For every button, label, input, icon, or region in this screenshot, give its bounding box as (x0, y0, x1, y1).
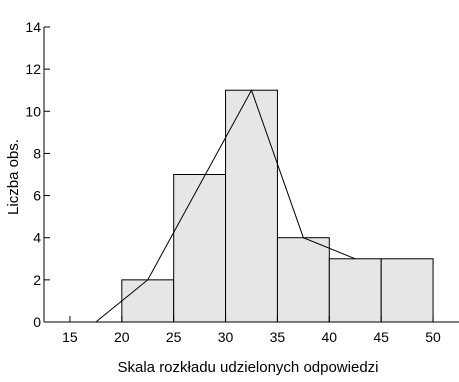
x-axis-title: Skala rozkładu udzielonych odpowiedzi (118, 359, 379, 376)
x-tick-label: 40 (322, 329, 338, 345)
polygon-layer (95, 88, 356, 323)
x-tick-label: 15 (62, 329, 78, 345)
x-tick-label: 20 (114, 329, 130, 345)
x-tick-label: 50 (425, 329, 441, 345)
y-tick-label: 4 (33, 230, 41, 246)
histogram-bar-6 (380, 258, 434, 323)
axes-layer: 0 2 4 6 8 10 12 14 15 20 25 30 35 40 45 50 (25, 19, 459, 345)
histogram-bar-5 (328, 258, 382, 323)
y-tick-label: 6 (33, 188, 41, 204)
y-tick-label: 8 (33, 145, 41, 161)
x-tick-label: 30 (218, 329, 234, 345)
y-tick-label: 12 (25, 61, 41, 77)
y-tick-label: 2 (33, 272, 41, 288)
histogram-bar-2 (173, 174, 227, 323)
y-tick-label: 10 (25, 103, 41, 119)
y-axis-title: Liczba obs. (5, 139, 22, 215)
y-tick-label: 14 (25, 19, 41, 35)
y-tick-label: 0 (33, 314, 41, 330)
histogram-bar-4 (276, 237, 330, 323)
bars-layer (121, 89, 434, 323)
x-tick-label: 25 (166, 329, 182, 345)
histogram-bar-1 (121, 279, 175, 323)
x-tick-label: 35 (270, 329, 286, 345)
frequency-polygon-line (95, 88, 356, 323)
histogram-bar-3 (225, 89, 278, 323)
x-tick-label: 45 (373, 329, 389, 345)
